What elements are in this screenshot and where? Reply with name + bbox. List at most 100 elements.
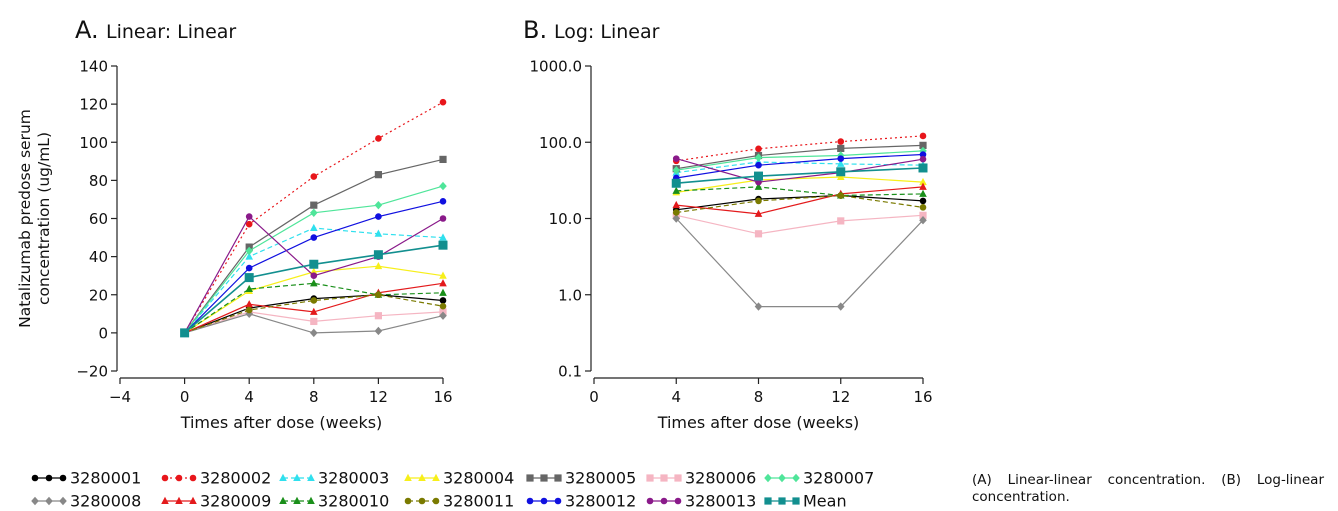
- panel-b-data-point: [755, 197, 762, 205]
- panel-a-data-point: [245, 300, 253, 308]
- panel-a-y-tick-label: 40: [89, 248, 108, 266]
- panel-a-data-point: [439, 98, 447, 106]
- panel-b-series-line: [676, 186, 924, 197]
- panel-b-data-point: [837, 138, 845, 145]
- panel-b-data-point: [919, 189, 927, 197]
- legend: 3280001 3280002 3280003 3280004 3280005 32800…: [31, 469, 874, 511]
- legend-marker: [293, 473, 301, 481]
- panel-b-y-tick-label: 1000.0: [530, 58, 583, 76]
- legend-marker: [279, 473, 287, 481]
- legend-item-3280012: 3280012: [526, 492, 636, 511]
- panel-b-series-Mean: [671, 163, 928, 188]
- panel-b-x-tick-label: 12: [831, 388, 850, 406]
- legend-marker: [404, 497, 412, 505]
- panel-b-data-point: [919, 211, 927, 219]
- panel-a-x-tick-label: 16: [433, 388, 452, 406]
- panel-a-data-point: [438, 240, 448, 250]
- legend-item-3280004: 3280004: [404, 469, 514, 488]
- panel-b-data-point: [837, 217, 845, 225]
- legend-marker: [646, 497, 654, 505]
- panel-a-x-label: Times after dose (weeks): [180, 413, 383, 432]
- panel-a-y-tick-label: 60: [89, 210, 108, 228]
- panel-a-data-point: [310, 223, 318, 232]
- legend-marker: [660, 474, 668, 482]
- panel-b-data-point: [754, 182, 763, 190]
- legend-marker: [554, 497, 562, 505]
- panel-b-series-line: [676, 176, 924, 193]
- panel-a-data-point: [439, 233, 447, 241]
- panel-a-data-point: [180, 328, 190, 338]
- panel-a-series-line: [184, 282, 444, 334]
- panel-b-series-3280006: [672, 211, 927, 238]
- panel-a-data-point: [375, 213, 382, 220]
- panel-a-series-3280013: [181, 213, 447, 337]
- legend-marker: [189, 474, 197, 482]
- panel-a-data-point: [245, 220, 253, 228]
- legend-marker: [307, 496, 315, 504]
- panel-a-y-label-line: concentration (ug/mL): [35, 132, 53, 305]
- panel-a-data-point: [374, 261, 383, 270]
- panel-a-x-tick-label: 4: [244, 388, 254, 406]
- legend-item-3280001: 3280001: [31, 469, 141, 488]
- legend-label: 3280007: [803, 469, 874, 488]
- panel-a-data-point: [310, 173, 318, 180]
- panel-a-data-point: [373, 250, 383, 260]
- panel-a-data-point: [374, 229, 383, 237]
- panel-b-data-point: [919, 215, 927, 225]
- legend-marker: [175, 474, 183, 482]
- panel-a-data-point: [374, 171, 382, 179]
- panel-b: B. Log: Linear 0.1 1.0 10.0 100.0 1000.0 0 4 8 12 1…: [523, 16, 933, 432]
- panel-a-data-point: [439, 155, 447, 164]
- panel-b-series-3280010: [672, 182, 927, 199]
- legend-label: 3280005: [565, 469, 636, 488]
- panel-b-data-point: [836, 172, 845, 181]
- legend-label: 3280006: [685, 469, 756, 488]
- panel-a-data-point: [310, 307, 318, 315]
- panel-b-data-point: [919, 197, 927, 205]
- panel-a-title: Linear: Linear: [106, 21, 236, 43]
- legend-item-3280008: 3280008: [31, 492, 141, 511]
- legend-marker: [674, 474, 682, 482]
- panel-b-data-point: [672, 155, 680, 162]
- legend-marker: [432, 497, 440, 505]
- panel-a-y-label: Natalizumab predose serumconcentration (…: [16, 109, 53, 328]
- panel-a-series-Mean: [180, 240, 448, 338]
- panel-b-data-point: [919, 141, 927, 149]
- legend-item-3280013: 3280013: [646, 492, 756, 511]
- panel-a-data-point: [245, 246, 253, 256]
- panel-b-data-point: [919, 146, 927, 156]
- panel-b-series-3280011: [672, 192, 927, 216]
- panel-b-y-tick-label: 1.0: [558, 286, 582, 304]
- panel-b-x-label: Times after dose (weeks): [657, 413, 860, 432]
- legend-marker: [418, 473, 426, 481]
- panel-b-x-tick-label: 16: [913, 388, 932, 406]
- panel-a-panel-label: A.: [75, 16, 99, 44]
- panel-a-data-point: [374, 312, 382, 320]
- panel-a-data-point: [439, 302, 447, 310]
- panel-a-data-point: [374, 326, 383, 336]
- legend-marker: [307, 473, 315, 481]
- panel-a-data-point: [245, 306, 253, 314]
- panel-b-series-line: [676, 186, 924, 215]
- legend-label: 3280008: [70, 492, 141, 511]
- legend-marker: [45, 474, 53, 482]
- panel-b-data-point: [672, 200, 681, 209]
- panel-b-series-line: [676, 153, 924, 179]
- panel-a-data-point: [310, 234, 318, 241]
- panel-b-data-point: [672, 186, 681, 194]
- panel-b-y-tick-label: 0.1: [558, 363, 582, 381]
- panel-a-data-point: [439, 288, 447, 296]
- legend-marker: [432, 473, 440, 481]
- legend-item-Mean: Mean: [764, 492, 847, 511]
- panel-b-data-point: [837, 192, 845, 199]
- panel-a-data-point: [245, 213, 253, 220]
- legend-item-3280002: 3280002: [161, 469, 271, 488]
- panel-a-y-tick-label: 20: [89, 286, 108, 304]
- panel-b-series-3280002: [672, 132, 927, 165]
- panel-a-x-tick-label: 12: [369, 388, 388, 406]
- legend-marker: [175, 496, 183, 504]
- legend-label: 3280009: [200, 492, 271, 511]
- panel-a-series-line: [184, 294, 444, 334]
- panel-b-series-line: [676, 158, 924, 183]
